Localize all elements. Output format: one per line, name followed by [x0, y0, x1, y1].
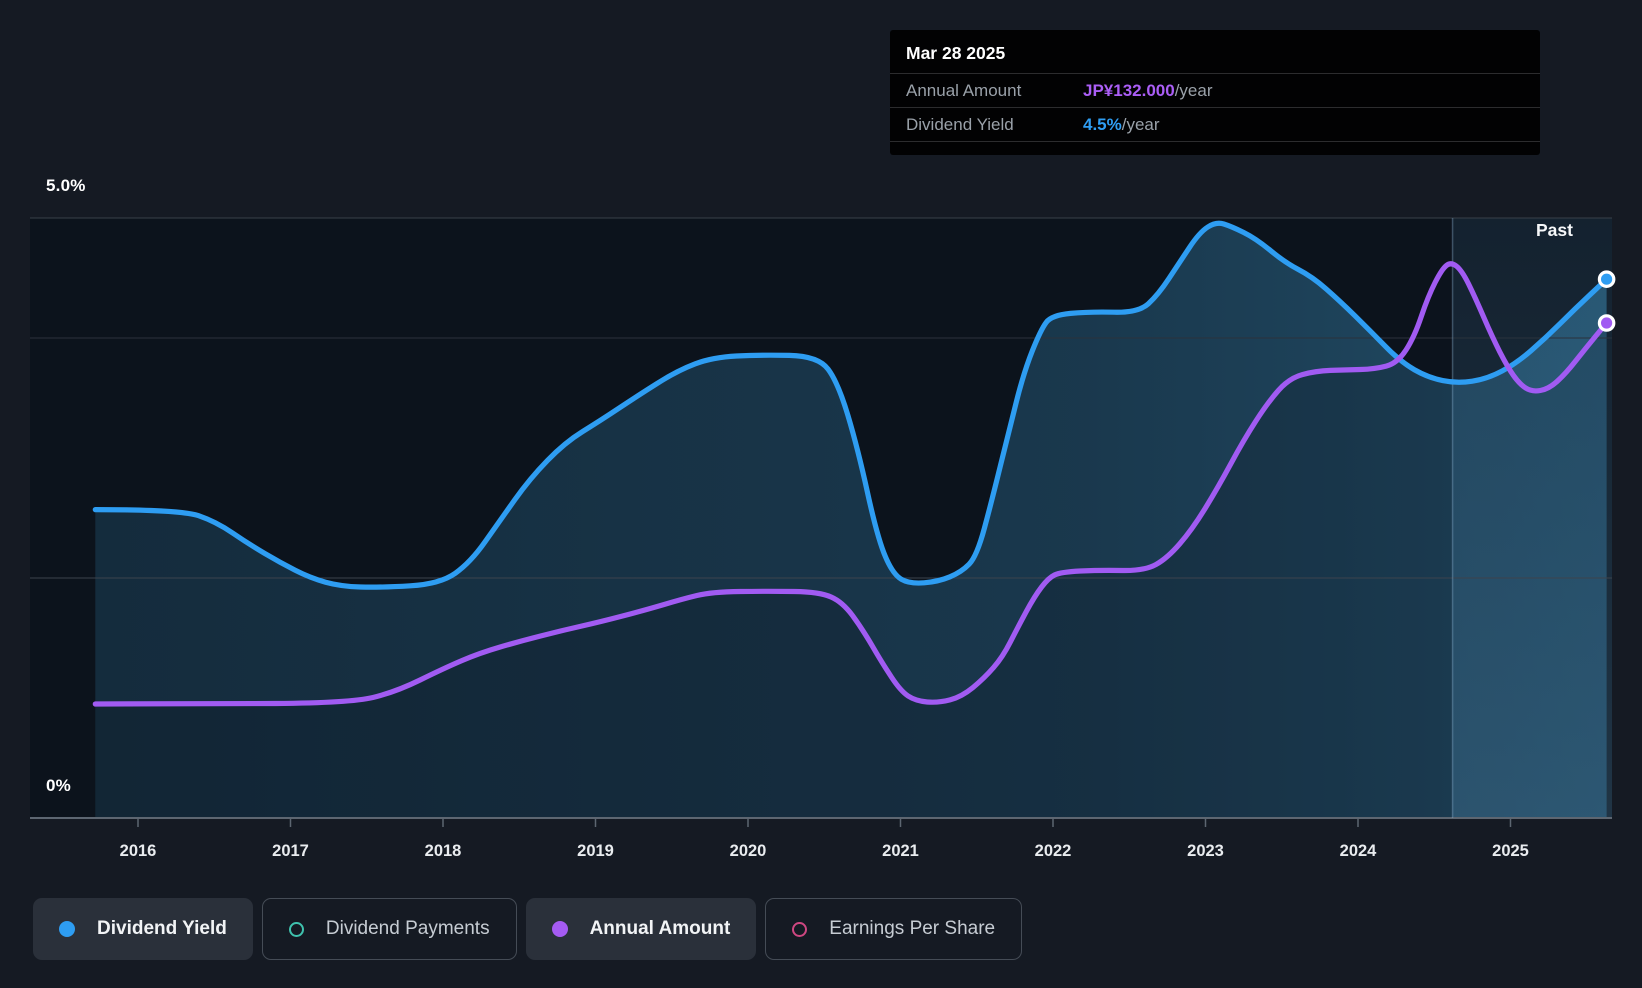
tooltip-annual-amount-suffix: /year	[1174, 80, 1213, 100]
x-axis-label-2017: 2017	[272, 842, 309, 860]
chart-legend: Dividend Yield Dividend Payments Annual …	[33, 898, 1023, 960]
x-axis-label-2020: 2020	[729, 842, 767, 860]
tooltip-dividend-yield-label: Dividend Yield	[906, 114, 1014, 134]
x-axis-label-2023: 2023	[1187, 842, 1224, 860]
x-axis-label-2022: 2022	[1034, 842, 1072, 860]
x-axis-label-2021: 2021	[882, 842, 919, 860]
x-axis-label-2024: 2024	[1339, 842, 1377, 860]
legend-toggle-dividend-payments[interactable]: Dividend Payments	[261, 898, 517, 960]
legend-earnings-per-share-label: Earnings Per Share	[829, 918, 996, 939]
dividend-payments-ring-icon	[288, 921, 304, 937]
tooltip-dividend-yield-value: 4.5%	[1083, 114, 1122, 134]
x-axis-label-2018: 2018	[424, 842, 462, 860]
legend-toggle-dividend-yield[interactable]: Dividend Yield	[33, 898, 253, 960]
tooltip-dividend-yield-suffix: /year	[1121, 114, 1160, 134]
past-region-label: Past	[1536, 220, 1573, 240]
x-axis-label-2019: 2019	[577, 842, 614, 860]
legend-annual-amount-label: Annual Amount	[589, 918, 731, 939]
legend-dividend-yield-label: Dividend Yield	[97, 918, 227, 939]
x-axis-label-2025: 2025	[1492, 842, 1529, 860]
tooltip-annual-amount-label: Annual Amount	[906, 80, 1022, 100]
legend-toggle-annual-amount[interactable]: Annual Amount	[525, 898, 757, 960]
x-axis-label-2016: 2016	[119, 842, 157, 860]
legend-toggle-earnings-per-share[interactable]: Earnings Per Share	[765, 898, 1023, 960]
tooltip-row-annual-amount: Annual Amount JP¥132.000 /year	[890, 74, 1540, 108]
tooltip-date: Mar 28 2025	[890, 30, 1540, 74]
legend-dividend-payments-label: Dividend Payments	[325, 918, 490, 939]
annual-amount-dot-icon	[551, 921, 568, 937]
tooltip-row-dividend-yield: Dividend Yield 4.5% /year	[890, 108, 1540, 142]
tooltip-annual-amount-value: JP¥132.000	[1083, 80, 1175, 100]
dividend-yield-dot-icon	[59, 921, 75, 937]
y-axis-zero-label: 0%	[46, 776, 71, 795]
chart-tooltip: Mar 28 2025 Annual Amount JP¥132.000 /ye…	[890, 30, 1540, 155]
y-axis-top-label: 5.0%	[46, 176, 86, 195]
earnings-per-share-ring-icon	[792, 921, 808, 937]
